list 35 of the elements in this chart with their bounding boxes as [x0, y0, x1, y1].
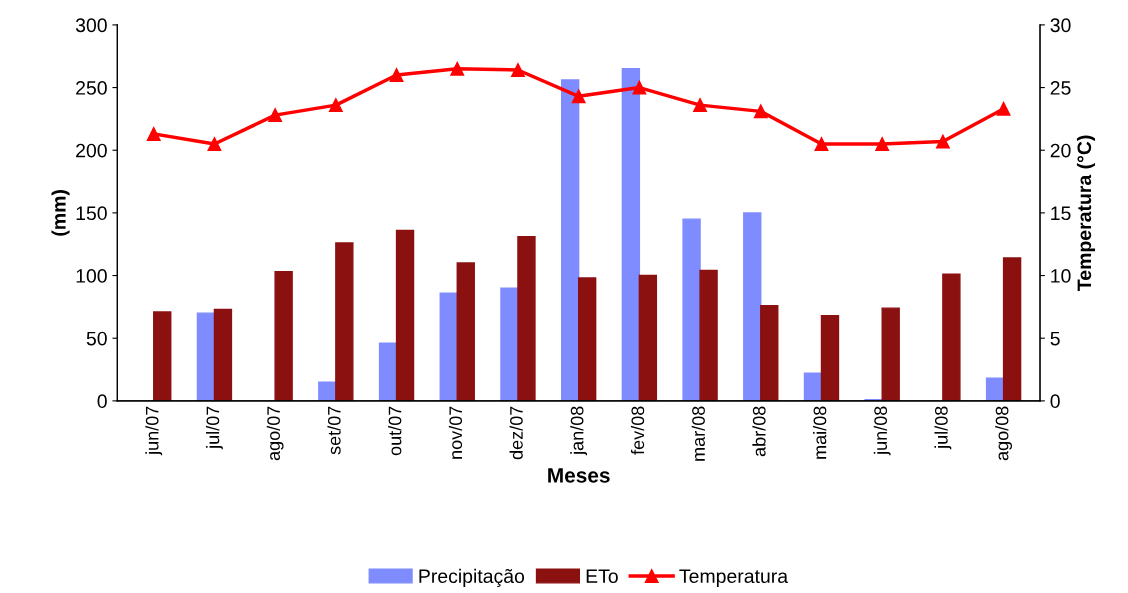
x-tick-label: set/07: [327, 406, 341, 455]
x-tick-label: mar/08: [691, 406, 705, 461]
y2-tick-label: 30: [1050, 18, 1071, 33]
y2-axis-title: Temperatura (°C): [1076, 135, 1096, 291]
x-tick-label: fev/08: [630, 406, 645, 455]
x-tick-label: ago/07: [266, 406, 284, 461]
y-tick-label: 300: [75, 18, 107, 33]
legend-label: Temperatura: [679, 569, 789, 587]
x-tick-label: out/07: [388, 406, 402, 456]
y2-tick-label: 5: [1050, 331, 1060, 346]
x-tick-label: mai/08: [813, 406, 827, 459]
y2-tick-label: 0: [1050, 394, 1060, 409]
x-tick-label: jul/08: [934, 406, 952, 450]
legend-label: ETo: [586, 569, 618, 584]
y2-tick-label: 10: [1051, 269, 1071, 283]
y-tick-label: 50: [86, 331, 107, 346]
x-tick-label: jun/07: [145, 406, 163, 456]
y-tick-label: 250: [76, 81, 107, 95]
y2-tick-label: 25: [1050, 81, 1071, 95]
x-axis-title: Meses: [548, 468, 610, 483]
x-tick-label: jan/08: [570, 406, 588, 456]
x-tick-label: abr/08: [752, 406, 766, 457]
y2-tick-label: 15: [1051, 206, 1071, 221]
y-tick-label: 150: [76, 206, 107, 221]
y-tick-label: 200: [76, 143, 107, 158]
y-tick-label: 100: [76, 269, 107, 283]
x-tick-label: jun/08: [873, 406, 891, 456]
x-tick-label: nov/07: [448, 406, 463, 459]
y2-tick-label: 20: [1050, 143, 1071, 158]
y-axis-title: (mm): [51, 190, 70, 236]
x-tick-label: ago/08: [995, 406, 1013, 461]
y-tick-label: 0: [97, 394, 107, 409]
legend-label: Precipitação: [419, 568, 525, 587]
x-tick-label: jul/07: [206, 406, 223, 450]
x-tick-label: dez/07: [509, 406, 523, 460]
